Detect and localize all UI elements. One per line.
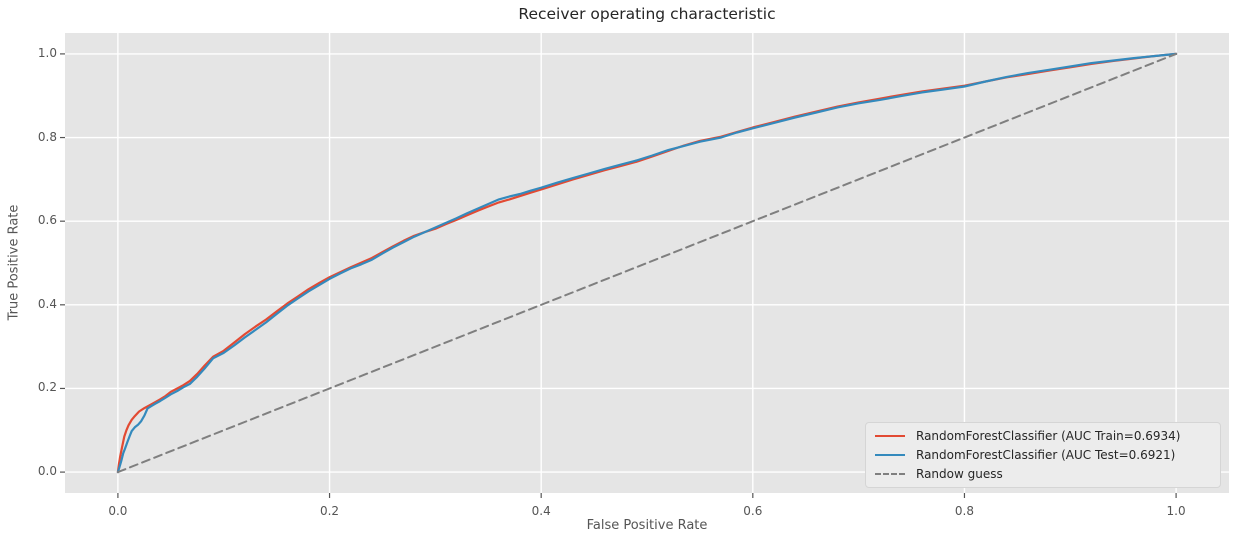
legend-label-train: RandomForestClassifier (AUC Train=0.6934… [916, 429, 1181, 444]
x-tick-label: 0.8 [954, 504, 974, 518]
y-tick-label: 0.4 [37, 296, 57, 311]
y-tick-label: 0.8 [37, 129, 57, 144]
chart-title: Receiver operating characteristic [518, 5, 776, 23]
legend-line-test [875, 454, 905, 456]
x-axis-label: False Positive Rate [586, 518, 708, 533]
x-tick-label: 0.4 [531, 504, 551, 518]
legend: RandomForestClassifier (AUC Train=0.6934… [865, 422, 1221, 488]
legend-item-random-guess: Randow guess [875, 464, 1211, 483]
series-line-test [116, 52, 1178, 474]
legend-line-train [875, 435, 905, 438]
y-tick-label: 0.6 [37, 213, 57, 228]
series-line-random-guess [116, 52, 1178, 474]
legend-label-random-guess: Randow guess [916, 466, 1003, 481]
legend-line-random-guess [875, 472, 905, 475]
x-tick-label: 0.6 [743, 504, 763, 518]
legend-item-test: RandomForestClassifier (AUC Test=0.6921) [875, 446, 1211, 465]
x-tick-label: 1.0 [1166, 504, 1186, 518]
x-tick-label: 0.2 [319, 504, 340, 518]
legend-item-train: RandomForestClassifier (AUC Train=0.6934… [875, 427, 1211, 446]
y-tick-label: 0.0 [37, 464, 57, 479]
y-tick-label: 1.0 [37, 45, 57, 60]
x-tick-label: 0.0 [108, 504, 128, 518]
legend-label-test: RandomForestClassifier (AUC Test=0.6921) [916, 448, 1176, 462]
y-axis-label: True Positive Rate [6, 204, 22, 321]
y-tick-label: 0.2 [37, 380, 57, 395]
